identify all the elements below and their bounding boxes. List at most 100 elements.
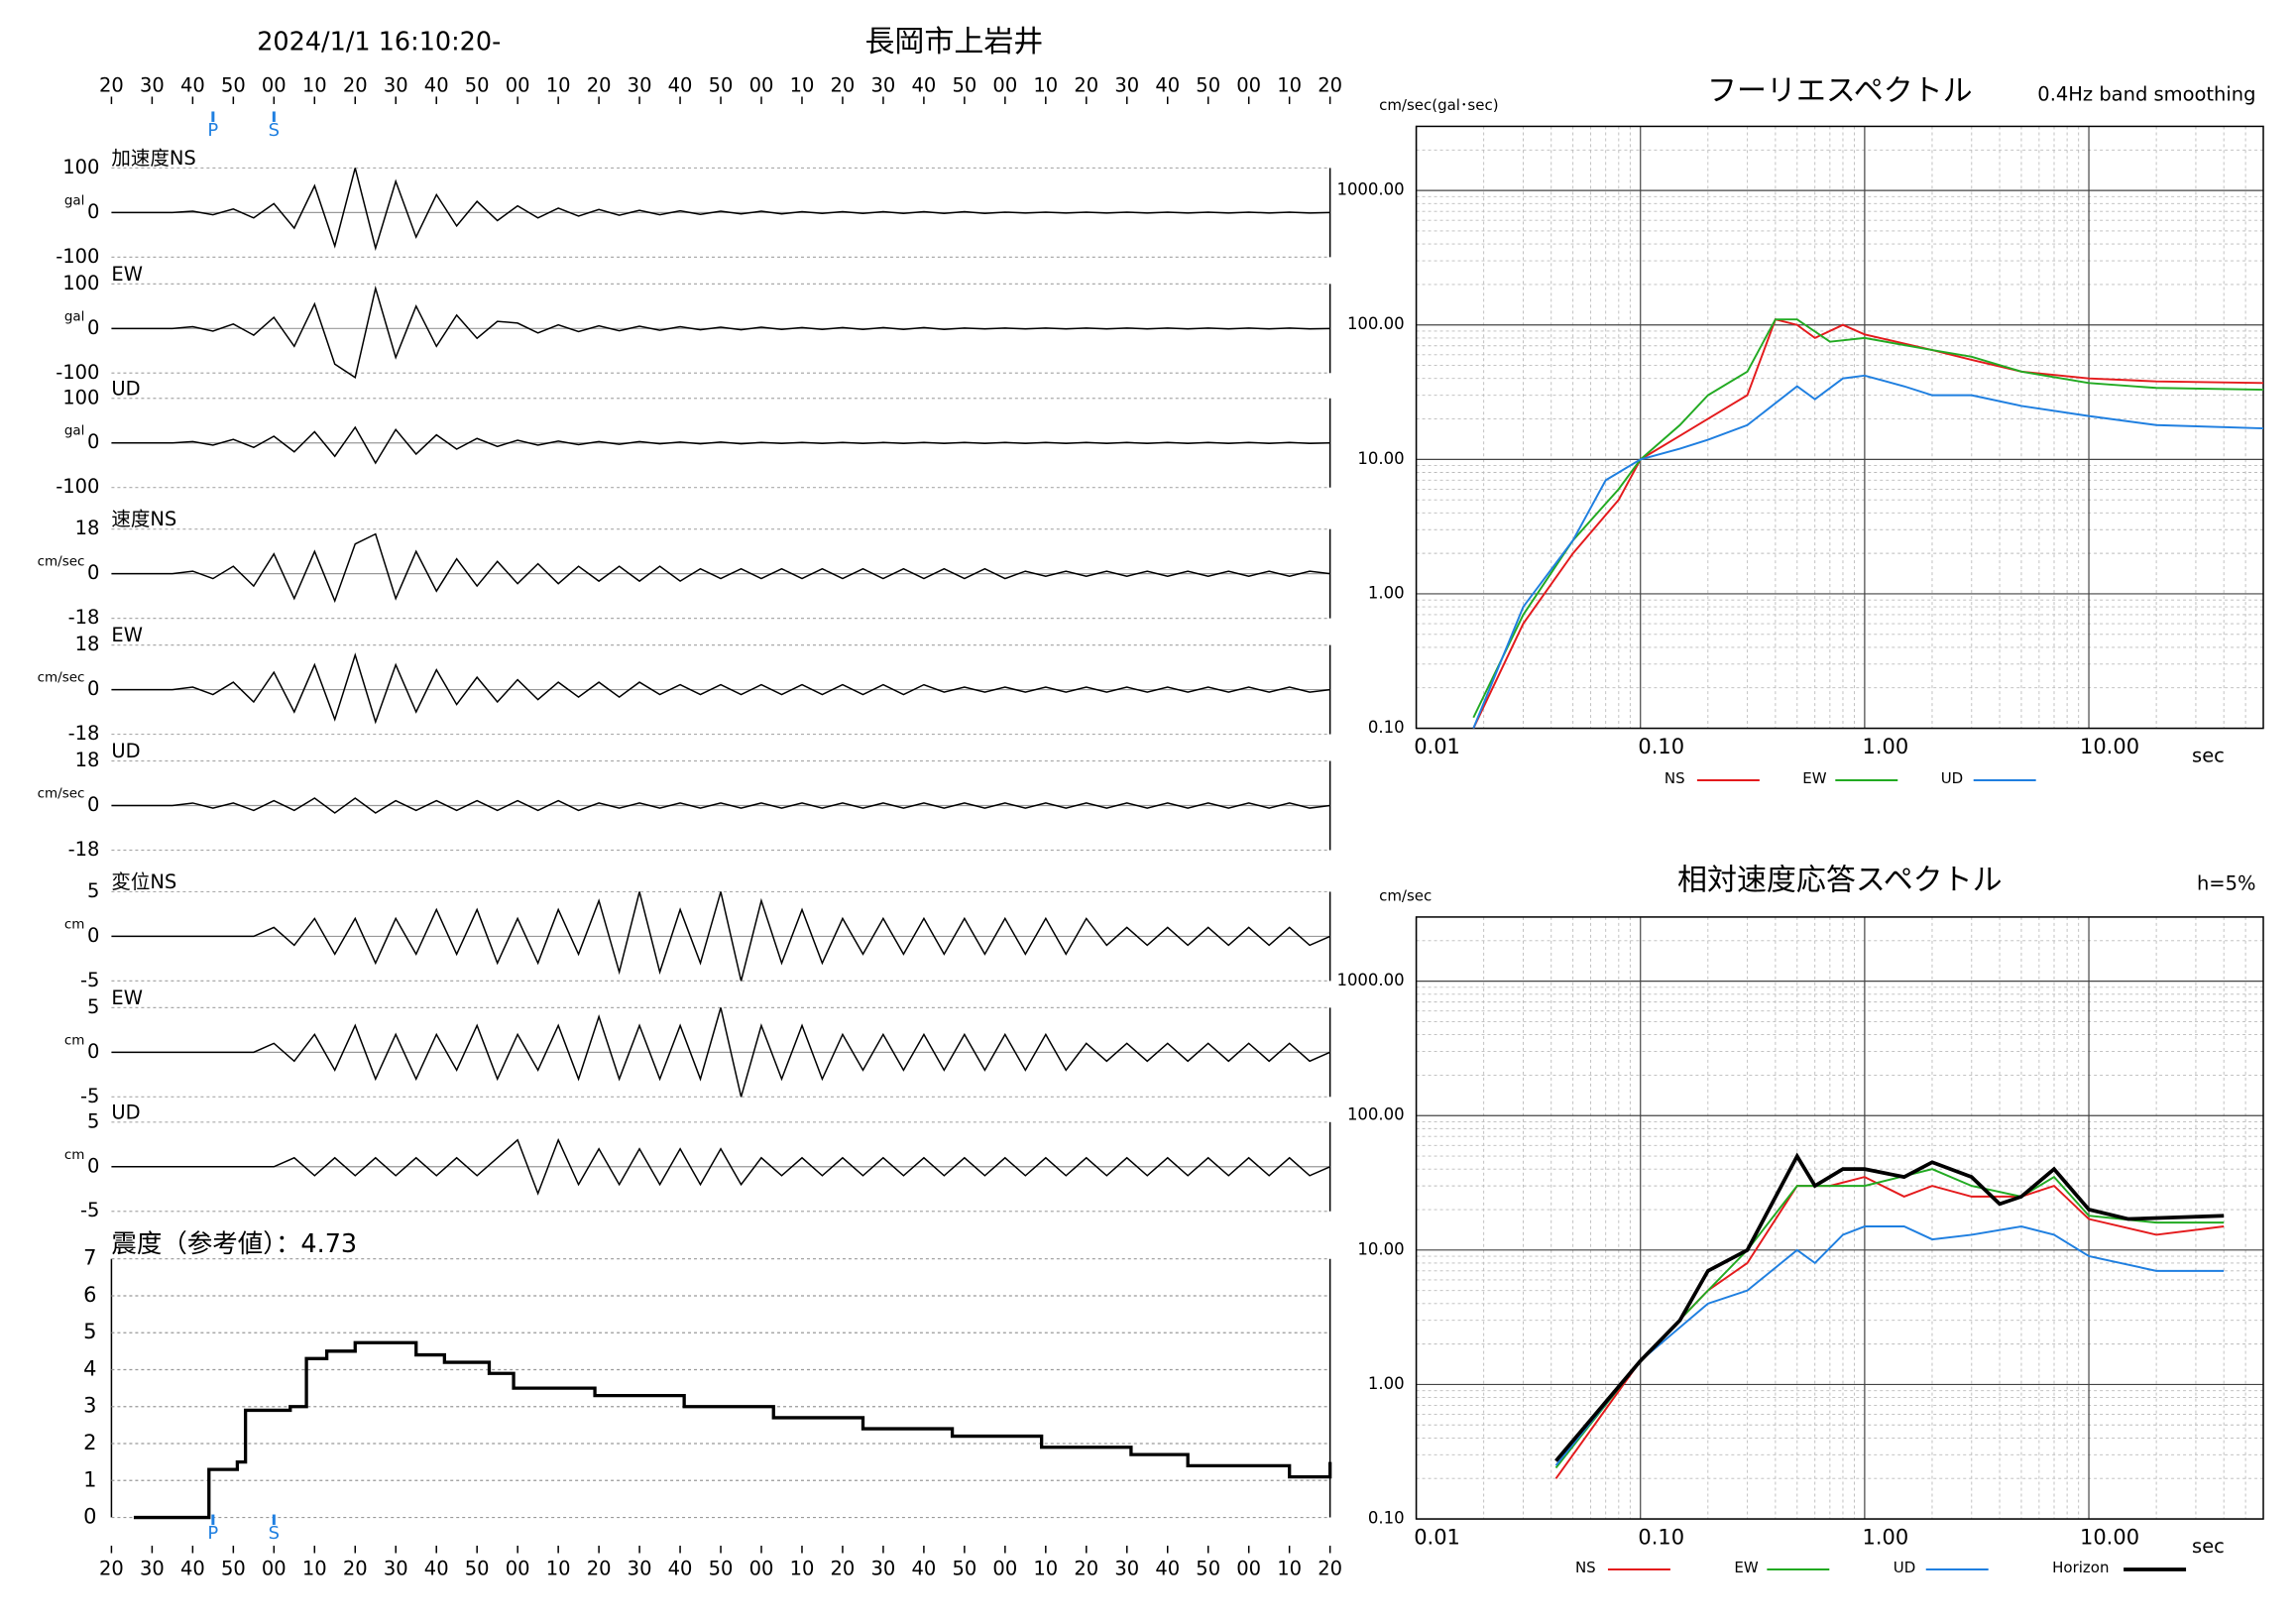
- time-tick-label: 50: [709, 73, 734, 96]
- spectrum-line: [1472, 374, 2264, 729]
- waveform: [111, 652, 1330, 725]
- x-tick-label: 1.00: [1863, 1526, 1909, 1550]
- time-tick-label: 10: [546, 1558, 571, 1580]
- trace-name: 加速度NS: [111, 147, 195, 170]
- x-tick-label: 10.00: [2080, 735, 2139, 758]
- plot-frame: [1415, 125, 2264, 730]
- x-tick-label: 0.10: [1638, 735, 1684, 758]
- time-tick-label: 10: [546, 73, 571, 96]
- plot-frame: [1415, 916, 2264, 1520]
- waveform: [111, 1007, 1330, 1098]
- time-tick-label: 40: [912, 73, 937, 96]
- phase-label: P: [207, 1523, 218, 1544]
- waveform: [111, 1137, 1330, 1196]
- y-tick-label: 18: [75, 517, 100, 539]
- time-tick-label: 30: [628, 1558, 652, 1580]
- time-tick-label: 10: [302, 73, 327, 96]
- time-tick-label: 30: [384, 1558, 408, 1580]
- y-tick-label: 2: [83, 1431, 96, 1454]
- y-axis-label: cm/sec: [1379, 886, 1432, 904]
- spectrum-line: [1554, 1168, 2225, 1469]
- y-tick-label: 4: [83, 1356, 96, 1380]
- trace-name: EW: [111, 624, 143, 646]
- intensity-line: [133, 1340, 1332, 1520]
- spectrum-line: [1472, 318, 2264, 729]
- unit-label: gal: [64, 308, 85, 324]
- x-tick-label: 0.10: [1638, 1526, 1684, 1550]
- time-tick-label: 30: [140, 1558, 165, 1580]
- y-tick-label: 1.00: [1368, 1374, 1405, 1393]
- x-tick-label: 0.01: [1414, 735, 1460, 758]
- unit-label: cm/sec: [38, 670, 85, 686]
- y-tick-label: 0: [87, 1040, 99, 1063]
- time-tick-label: 20: [587, 73, 612, 96]
- waveform: [111, 285, 1330, 380]
- y-tick-label: 100: [62, 386, 99, 408]
- trace-name: 速度NS: [111, 508, 176, 530]
- spectrum-line: [1472, 318, 2264, 719]
- unit-label: cm/sec: [38, 554, 85, 570]
- y-tick-label: 5: [87, 1109, 99, 1132]
- time-tick-label: 50: [709, 1558, 734, 1580]
- waveform: [111, 532, 1330, 604]
- time-tick-label: 20: [831, 1558, 856, 1580]
- time-tick-label: 10: [1277, 1558, 1302, 1580]
- trace-name: UD: [111, 377, 140, 400]
- unit-label: gal: [64, 192, 85, 208]
- y-tick-label: 18: [75, 633, 100, 655]
- chart-subtitle: 0.4Hz band smoothing: [2037, 82, 2255, 105]
- y-tick-label: 0.10: [1368, 1509, 1405, 1528]
- x-tick-label: 1.00: [1863, 735, 1909, 758]
- unit-label: gal: [64, 423, 85, 439]
- time-tick-label: 40: [912, 1558, 937, 1580]
- time-tick-label: 00: [992, 73, 1017, 96]
- time-tick-label: 50: [952, 1558, 976, 1580]
- legend-label: UD: [1941, 769, 1964, 787]
- time-tick-label: 30: [628, 73, 652, 96]
- y-tick-label: 3: [83, 1394, 96, 1418]
- legend-label: NS: [1575, 1559, 1596, 1576]
- phase-label: S: [269, 1523, 280, 1544]
- time-tick-label: 20: [1318, 1558, 1342, 1580]
- y-tick-label: 0: [87, 316, 99, 339]
- y-tick-label: 0: [83, 1505, 96, 1529]
- y-tick-label: 10.00: [1357, 1239, 1404, 1258]
- time-tick-label: 00: [749, 1558, 774, 1580]
- y-tick-label: -100: [56, 475, 99, 498]
- spectrum-line: [1554, 1225, 2225, 1466]
- y-tick-label: -18: [68, 722, 100, 745]
- time-tick-label: 40: [668, 1558, 693, 1580]
- y-tick-label: 5: [83, 1320, 96, 1343]
- time-tick-label: 30: [871, 73, 896, 96]
- y-tick-label: -5: [80, 1199, 99, 1221]
- time-tick-label: 00: [992, 1558, 1017, 1580]
- time-tick-label: 00: [1236, 73, 1261, 96]
- time-tick-label: 00: [506, 1558, 530, 1580]
- time-tick-label: 40: [668, 73, 693, 96]
- time-tick-label: 40: [1155, 73, 1180, 96]
- y-axis-label: cm/sec(gal･sec): [1379, 96, 1498, 114]
- y-tick-label: 1000.00: [1336, 971, 1404, 989]
- y-tick-label: 0: [87, 200, 99, 223]
- time-tick-label: 10: [790, 73, 815, 96]
- spectrum-line: [1554, 1152, 2225, 1462]
- time-tick-label: 20: [99, 1558, 124, 1580]
- y-tick-label: -5: [80, 969, 99, 991]
- time-tick-label: 20: [1074, 1558, 1098, 1580]
- y-tick-label: 100.00: [1347, 1105, 1405, 1124]
- y-tick-label: 0: [87, 1154, 99, 1177]
- time-tick-label: 00: [506, 73, 530, 96]
- legend-label: NS: [1665, 769, 1685, 787]
- time-tick-label: 30: [1114, 73, 1139, 96]
- y-tick-label: 1000.00: [1336, 180, 1404, 199]
- y-tick-label: 7: [83, 1246, 96, 1270]
- time-tick-label: 20: [99, 73, 124, 96]
- time-tick-label: 00: [749, 73, 774, 96]
- phase-label: P: [207, 120, 218, 141]
- time-tick-label: 40: [424, 1558, 449, 1580]
- y-tick-label: 100: [62, 156, 99, 178]
- chart-title: フーリエスペクトル: [1707, 73, 1973, 108]
- y-tick-label: 100.00: [1347, 314, 1405, 333]
- chart-title: 相対速度応答スペクトル: [1677, 863, 2003, 897]
